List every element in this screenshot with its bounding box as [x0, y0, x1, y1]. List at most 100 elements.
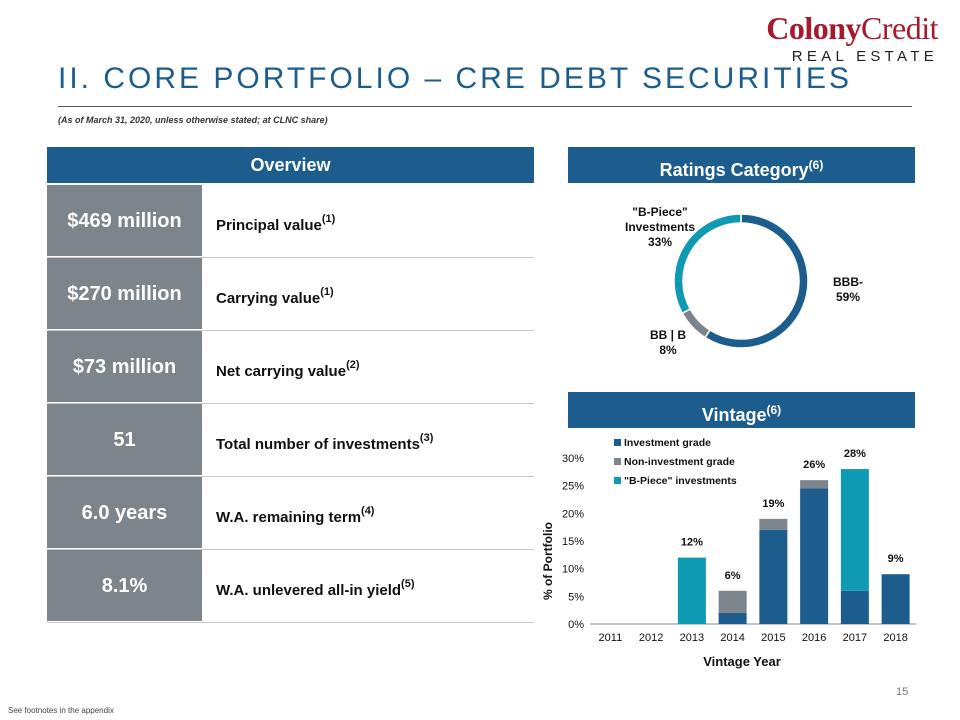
logo-tagline: REAL ESTATE [791, 48, 938, 65]
donut-label-bpiece-line2: Investments [625, 220, 695, 234]
overview-value: $469 million [47, 185, 202, 257]
overview-label-text: W.A. unlevered all-in yield [216, 582, 402, 599]
overview-row-principal: $469 million Principal value(1) [47, 185, 534, 258]
footnote-ref: (1) [321, 213, 336, 225]
overview-label: W.A. remaining term(4) [216, 477, 374, 549]
y-tick-label: 10% [562, 564, 584, 576]
page-subtitle: (As of March 31, 2020, unless otherwise … [58, 115, 328, 125]
bar-segment-2016-1 [800, 480, 829, 489]
overview-label: Principal value(1) [216, 185, 335, 257]
y-tick-label: 0% [568, 619, 584, 631]
company-logo: ColonyCredit REAL ESTATE [766, 12, 938, 65]
x-tick-label: 2014 [720, 632, 744, 644]
bar-total-2016: 26% [803, 459, 825, 471]
overview-value: 6.0 years [47, 477, 202, 549]
bar-segment-2017-0 [840, 590, 869, 624]
overview-value: $73 million [47, 331, 202, 403]
footnote-ref: (3) [419, 432, 434, 444]
ratings-header-label: Ratings Category [659, 160, 809, 180]
overview-label-text: Carrying value [216, 290, 321, 307]
bar-segment-2014-1 [718, 590, 747, 613]
overview-row-carrying: $270 million Carrying value(1) [47, 258, 534, 331]
overview-label: Net carrying value(2) [216, 331, 360, 403]
legend-swatch-1 [614, 458, 621, 465]
donut-labels: "B-Piece" Investments 33% BBB- 59% BB | … [625, 205, 863, 357]
x-tick-label: 2017 [843, 632, 867, 644]
logo-word-colony: Colony [766, 10, 862, 46]
legend-label-0: Investment grade [624, 437, 711, 449]
x-tick-label: 2016 [802, 632, 826, 644]
x-tick-label: 2011 [599, 632, 623, 644]
legend-label-2: "B-Piece" investments [624, 475, 737, 487]
y-tick-label: 15% [562, 536, 584, 548]
overview-value: 8.1% [47, 550, 202, 622]
y-tick-label: 5% [568, 591, 584, 603]
bar-segment-2017-2 [840, 469, 869, 591]
x-tick-label: 2013 [680, 632, 704, 644]
overview-header: Overview [47, 147, 534, 183]
bar-segment-2015-1 [759, 518, 788, 530]
vintage-bar-chart: 0% 5% 10% 15% 20% 25% 30% 2011 2012 2013 2014 2015… [541, 437, 916, 669]
bar-segment-2014-0 [718, 612, 747, 624]
x-axis-title: Vintage Year [703, 654, 781, 669]
overview-label-text: Net carrying value [216, 363, 347, 380]
bar-segment-2016-0 [800, 488, 829, 624]
logo-wordmark: ColonyCredit [766, 12, 938, 44]
y-tick-label: 25% [562, 481, 584, 493]
overview-label-text: W.A. remaining term [216, 509, 362, 526]
donut-label-bpiece-value: 33% [648, 235, 672, 249]
ratings-header: Ratings Category(6) [568, 147, 915, 183]
overview-label-text: Principal value [216, 217, 322, 234]
footnote-ref: (2) [346, 359, 360, 371]
page-number: 15 [896, 686, 909, 698]
footnote-ref: (5) [401, 578, 415, 590]
vintage-header-label: Vintage [701, 405, 767, 425]
overview-label: Carrying value(1) [216, 258, 334, 330]
bar-total-2013: 12% [681, 537, 703, 549]
bar-total-labels: 12% 6% 19% 26% 28% 9% [681, 448, 904, 582]
footnote-ref: (6) [808, 158, 824, 172]
donut-label-bpiece-line1: "B-Piece" [632, 205, 687, 219]
donut-slices [673, 213, 809, 349]
x-tick-label: 2012 [639, 632, 663, 644]
footnote-ref: (1) [320, 286, 334, 298]
bar-marks [677, 469, 910, 624]
legend-label-1: Non-investment grade [624, 456, 735, 468]
bar-y-axis: 0% 5% 10% 15% 20% 25% 30% [562, 453, 916, 631]
overview-label: W.A. unlevered all-in yield(5) [216, 550, 415, 622]
donut-label-bbb-value: 59% [836, 290, 860, 304]
y-axis-title: % of Portfolio [541, 522, 555, 600]
footnote-ref: (6) [766, 403, 782, 417]
overview-value: $270 million [47, 258, 202, 330]
overview-value: 51 [47, 404, 202, 476]
x-tick-label: 2015 [761, 632, 785, 644]
legend-swatch-2 [614, 477, 621, 484]
bar-segment-2018-0 [881, 574, 910, 624]
y-tick-label: 20% [562, 508, 584, 520]
donut-label-bb-value: 8% [659, 343, 677, 357]
overview-row-yield: 8.1% W.A. unlevered all-in yield(5) [47, 550, 534, 623]
donut-label-bbb: BBB- [833, 275, 863, 289]
bar-segment-2013-2 [677, 557, 706, 624]
donut-slice-2 [673, 213, 742, 315]
footnote-text: See footnotes in the appendix [8, 706, 114, 715]
overview-row-investments: 51 Total number of investments(3) [47, 404, 534, 477]
overview-row-net-carrying: $73 million Net carrying value(2) [47, 331, 534, 404]
bar-total-2018: 9% [888, 553, 904, 565]
bar-x-ticks: 2011 2012 2013 2014 2015 2016 2017 2018 [599, 632, 908, 644]
overview-header-label: Overview [250, 155, 331, 175]
donut-label-bb: BB | B [650, 328, 686, 342]
footnote-ref: (4) [361, 505, 375, 517]
bar-legend: Investment grade Non-investment grade "B-P… [614, 437, 737, 487]
donut-slice-1 [681, 307, 711, 339]
x-tick-label: 2018 [883, 632, 907, 644]
bar-total-2014: 6% [725, 570, 741, 582]
bar-total-2015: 19% [762, 498, 784, 510]
ratings-donut-chart: "B-Piece" Investments 33% BBB- 59% BB | … [625, 205, 863, 357]
bar-total-2017: 28% [844, 448, 866, 460]
page-title: II. CORE PORTFOLIO – CRE DEBT SECURITIES [58, 62, 853, 95]
y-tick-label: 30% [562, 453, 584, 465]
bar-segment-2015-0 [759, 529, 788, 624]
donut-slice-0 [704, 213, 809, 349]
overview-label: Total number of investments(3) [216, 404, 433, 476]
